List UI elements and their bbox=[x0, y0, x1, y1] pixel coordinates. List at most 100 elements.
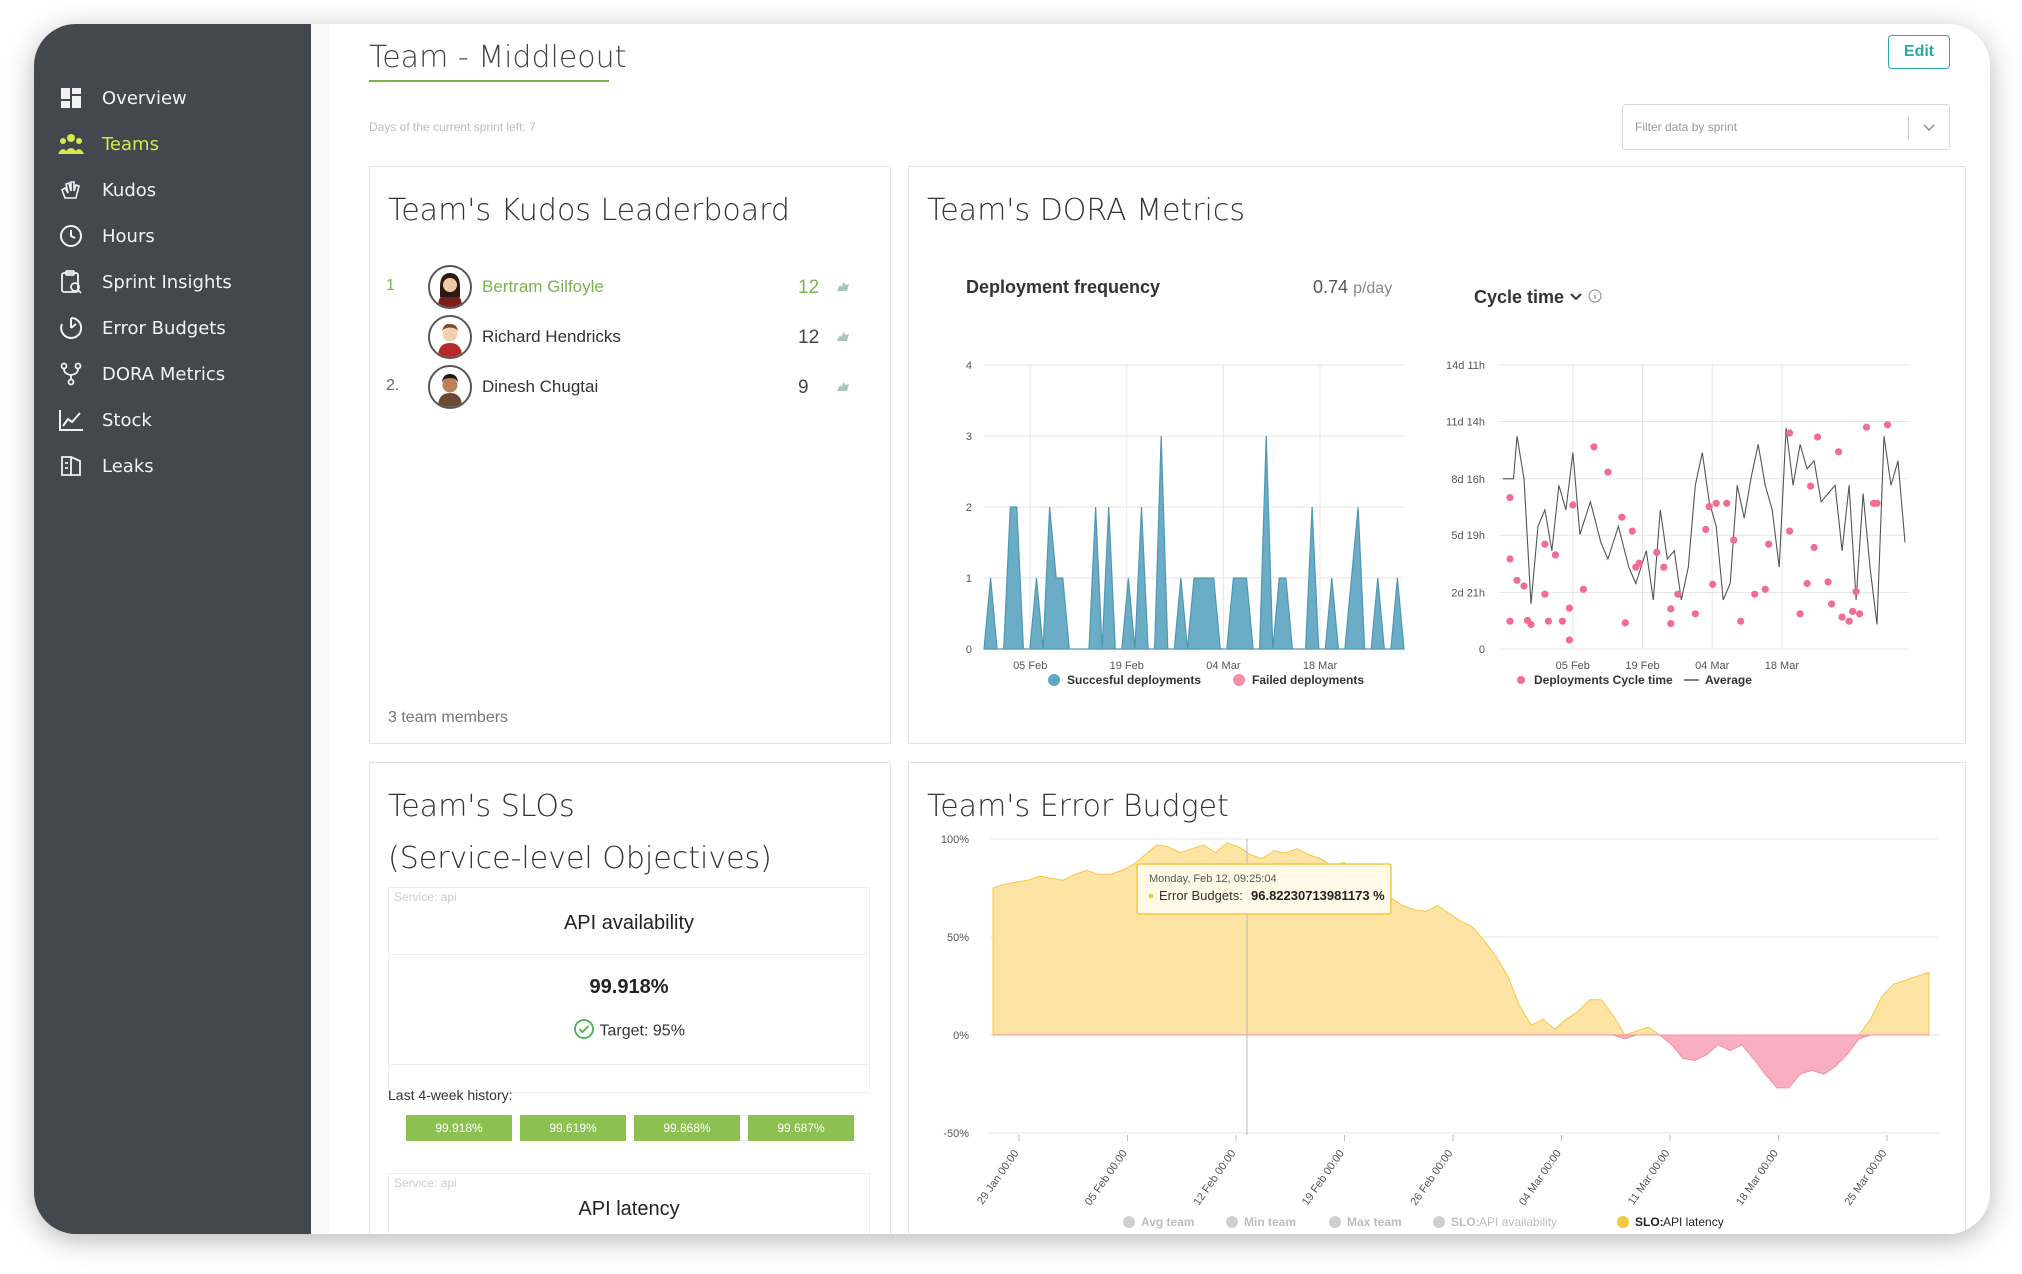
slo-item[interactable]: Service: api API availability 99.918% Ta… bbox=[388, 887, 870, 1093]
y-tick-label: 50% bbox=[947, 932, 969, 944]
cycle-time-point bbox=[1803, 579, 1811, 588]
cycle-time-point bbox=[1691, 610, 1699, 618]
cycle-time-chart[interactable]: 0 2d 21h 5d 19h 8d 16h 11d 14h 14d 11h 05 Feb 1… bbox=[1439, 337, 1929, 697]
card-title: Team's SLOs bbox=[388, 789, 575, 824]
cycle-time-point bbox=[1786, 527, 1794, 535]
cycle-time-point bbox=[1541, 590, 1549, 598]
avatar bbox=[428, 315, 472, 359]
legend-label: Min team bbox=[1244, 1215, 1296, 1229]
sidebar-item-label: Kudos bbox=[102, 179, 157, 201]
cycle-time-point bbox=[1604, 468, 1612, 476]
y-tick-label: 2d 21h bbox=[1451, 588, 1485, 600]
app-window: Overview Teams Kudos Hours Sprint Insigh… bbox=[34, 24, 1990, 1234]
legend-label: SLO: bbox=[1635, 1215, 1664, 1229]
cycle-time-point bbox=[1838, 613, 1846, 621]
cycle-time-point bbox=[1590, 443, 1598, 451]
cycle-time-point bbox=[1862, 423, 1871, 431]
chevron-down-icon[interactable] bbox=[1919, 117, 1939, 142]
x-tick-label: 19 Feb bbox=[1110, 660, 1144, 672]
title-underline bbox=[369, 80, 609, 82]
cycle-time-point bbox=[1723, 499, 1731, 507]
cycle-time-point bbox=[1667, 605, 1675, 613]
slo-name: API availability bbox=[563, 912, 695, 934]
leaderboard-row[interactable]: 2. Dinesh Chugtai 9 bbox=[386, 365, 866, 409]
info-icon[interactable] bbox=[1588, 287, 1602, 307]
kudos-count: 12 bbox=[798, 277, 820, 298]
clap-icon bbox=[834, 327, 852, 350]
filter-separator bbox=[1908, 117, 1909, 139]
x-tick-label: 19 Feb 00:00 bbox=[1300, 1148, 1347, 1208]
error-budget-positive-area bbox=[992, 842, 1930, 1036]
history-label: Last 4-week history: bbox=[388, 1087, 513, 1103]
tooltip-marker bbox=[1148, 893, 1154, 899]
leaderboard-row[interactable]: 1 Bertram Gilfoyle 12 bbox=[386, 265, 866, 309]
sidebar-item-stock[interactable]: Stock bbox=[56, 400, 306, 440]
sidebar-item-label: Error Budgets bbox=[102, 317, 226, 339]
team-members-count: 3 team members bbox=[388, 709, 509, 726]
x-tick-label: 05 Feb 00:00 bbox=[1083, 1148, 1130, 1208]
cycle-time-title[interactable]: Cycle time bbox=[1474, 287, 1602, 308]
cycle-time-point bbox=[1506, 494, 1514, 502]
tooltip-label: Error Budgets: bbox=[1159, 888, 1243, 903]
edit-button[interactable]: Edit bbox=[1888, 35, 1950, 69]
member-name[interactable]: Richard Hendricks bbox=[482, 327, 621, 346]
x-tick-label: 05 Feb bbox=[1556, 660, 1590, 672]
y-tick-label: 1 bbox=[966, 573, 972, 585]
sidebar-item-teams[interactable]: Teams bbox=[56, 124, 306, 164]
cycle-time-point bbox=[1737, 617, 1745, 625]
sidebar-item-dora-metrics[interactable]: DORA Metrics bbox=[56, 354, 306, 394]
legend-label: Deployments Cycle time bbox=[1534, 673, 1673, 687]
sidebar-item-overview[interactable]: Overview bbox=[56, 78, 306, 118]
sidebar-item-label: Teams bbox=[102, 133, 159, 155]
cycle-time-point bbox=[1786, 429, 1794, 437]
legend-marker bbox=[1226, 1216, 1238, 1228]
pie-timer-icon bbox=[56, 313, 86, 343]
x-tick-label: 04 Mar bbox=[1206, 660, 1241, 672]
x-tick-label: 18 Mar 00:00 bbox=[1734, 1148, 1781, 1208]
cycle-time-point bbox=[1621, 619, 1629, 627]
sprint-filter-select[interactable]: Filter data by sprint bbox=[1622, 104, 1950, 150]
cycle-time-point bbox=[1565, 636, 1573, 644]
error-budget-card: Team's Error Budget -50% 0% 50% 100% 29 Jan … bbox=[908, 762, 1966, 1234]
main-content: Team - Middleout Days of the current spr… bbox=[311, 24, 1990, 1234]
filter-placeholder: Filter data by sprint bbox=[1635, 120, 1738, 134]
error-budget-negative-area bbox=[993, 1034, 1929, 1089]
kudos-count: 9 bbox=[798, 377, 809, 398]
slo-value: 99.918% bbox=[589, 976, 669, 998]
clap-icon bbox=[56, 175, 86, 205]
slo-service: Service: api bbox=[394, 1176, 457, 1190]
chevron-down-icon[interactable] bbox=[1569, 287, 1583, 307]
y-tick-label: 4 bbox=[966, 360, 972, 372]
legend-label: Max team bbox=[1347, 1215, 1402, 1229]
member-name[interactable]: Dinesh Chugtai bbox=[482, 377, 599, 396]
branch-icon bbox=[56, 359, 86, 389]
cycle-time-point bbox=[1873, 499, 1881, 507]
cycle-time-point bbox=[1674, 590, 1682, 598]
leaderboard-row[interactable]: Richard Hendricks 12 bbox=[386, 315, 866, 359]
cycle-time-point bbox=[1828, 600, 1836, 608]
x-tick-label: 26 Feb 00:00 bbox=[1408, 1148, 1455, 1208]
sidebar-item-hours[interactable]: Hours bbox=[56, 216, 306, 256]
member-name[interactable]: Bertram Gilfoyle bbox=[482, 277, 604, 296]
deployment-frequency-chart[interactable]: 0 1 2 3 4 05 Feb 19 Feb 04 Mar 18 Mar Succesful d… bbox=[949, 337, 1419, 697]
sidebar-item-leaks[interactable]: Leaks bbox=[56, 446, 306, 486]
error-budget-chart[interactable]: -50% 0% 50% 100% 29 Jan 00:00 05 Feb 00:00 12 … bbox=[909, 803, 1949, 1234]
cycle-time-point bbox=[1849, 607, 1857, 615]
legend-marker bbox=[1233, 674, 1245, 686]
cycle-time-point bbox=[1730, 536, 1738, 544]
card-title: Team's Error Budget bbox=[927, 789, 1229, 824]
clipboard-icon bbox=[56, 267, 86, 297]
sidebar-item-kudos[interactable]: Kudos bbox=[56, 170, 306, 210]
slo-item[interactable]: Service: api API latency bbox=[388, 1173, 870, 1234]
cycle-time-point bbox=[1705, 503, 1713, 511]
cycle-time-point bbox=[1544, 617, 1552, 625]
legend-marker bbox=[1123, 1216, 1135, 1228]
legend-marker bbox=[1433, 1216, 1445, 1228]
cycle-time-point bbox=[1796, 610, 1804, 618]
cycle-time-point bbox=[1814, 433, 1822, 441]
sidebar-item-sprint-insights[interactable]: Sprint Insights bbox=[56, 262, 306, 302]
legend-label-rest: API latency bbox=[1663, 1215, 1724, 1229]
x-tick-label: 29 Jan 00:00 bbox=[975, 1148, 1021, 1207]
check-circle-icon bbox=[573, 1018, 595, 1045]
sidebar-item-error-budgets[interactable]: Error Budgets bbox=[56, 308, 306, 348]
